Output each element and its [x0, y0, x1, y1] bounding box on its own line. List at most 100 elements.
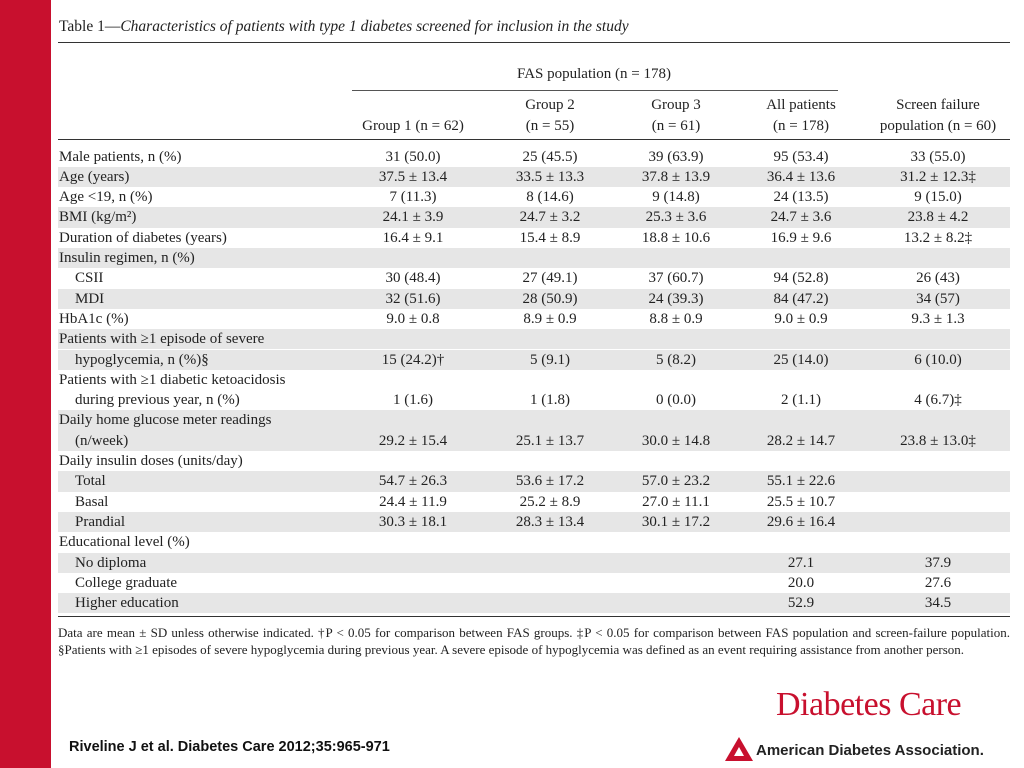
top-rule: [58, 42, 1010, 43]
cell-group1: 32 (51.6): [385, 290, 441, 307]
cell-group1: 24.4 ± 11.9: [379, 493, 447, 510]
cell-group1: 16.4 ± 9.1: [382, 229, 444, 246]
row-label: Total: [75, 473, 106, 490]
cell-group1: 9.0 ± 0.8: [386, 310, 440, 327]
row-label: Age (years): [59, 168, 130, 185]
table-footnote: Data are mean ± SD unless otherwise indi…: [58, 625, 1010, 657]
cell-group2: 25.2 ± 8.9: [519, 493, 581, 510]
cell-group2: 33.5 ± 13.3: [515, 168, 585, 185]
citation: Riveline J et al. Diabetes Care 2012;35:…: [69, 739, 390, 755]
row-label: Age <19, n (%): [59, 189, 153, 206]
cell-screen-failure: 6 (10.0): [914, 351, 962, 368]
cell-screen-failure: 27.6: [924, 574, 952, 591]
table-row: Patients with ≥1 episode of severe: [58, 329, 1010, 350]
table-row: MDI 32 (51.6) 28 (50.9) 24 (39.3) 84 (47.2) 3…: [58, 288, 1010, 309]
cell-all-patients: 16.9 ± 9.6: [770, 229, 832, 246]
cell-all-patients: 29.6 ± 16.4: [766, 513, 836, 530]
organization-name: American Diabetes Association.: [756, 742, 984, 759]
col-header-group2-line1: Group 2: [525, 97, 575, 113]
table-row: hypoglycemia, n (%)§ 15 (24.2)† 5 (9.1) 5 (…: [58, 349, 1010, 370]
table-row: Prandial 30.3 ± 18.1 28.3 ± 13.4 30.1 ± 17.…: [58, 511, 1010, 533]
row-label: during previous year, n (%): [75, 392, 240, 409]
row-label: Patients with ≥1 diabetic ketoacidosis: [59, 371, 286, 388]
row-label: No diploma: [75, 554, 147, 571]
table-row: Male patients, n (%) 31 (50.0) 25 (45.5) 39…: [58, 147, 1010, 167]
cell-screen-failure: 33 (55.0): [910, 148, 966, 165]
table-row: Educational level (%): [58, 532, 1010, 552]
cell-group2: 24.7 ± 3.2: [519, 209, 581, 226]
cell-group2: 53.6 ± 17.2: [515, 473, 585, 490]
table-title-prefix: Table 1—: [59, 18, 121, 35]
cell-group3: 8.8 ± 0.9: [649, 310, 703, 327]
table-row: Duration of diabetes (years) 16.4 ± 9.1 15…: [58, 228, 1010, 248]
table-row: College graduate 20.0 27.6: [58, 573, 1010, 593]
cell-all-patients: 2 (1.1): [781, 392, 821, 409]
col-header-sf-line1: Screen failure: [896, 97, 980, 113]
cell-screen-failure: 34.5: [924, 595, 952, 612]
fas-population-header: FAS population (n = 178): [516, 66, 671, 82]
fas-header-rule: [352, 90, 838, 91]
cell-screen-failure: 9.3 ± 1.3: [911, 310, 965, 327]
row-label: Basal: [75, 493, 109, 510]
cell-all-patients: 24 (13.5): [773, 189, 829, 206]
row-label: Daily home glucose meter readings: [59, 412, 272, 429]
cell-screen-failure: 23.8 ± 4.2: [907, 209, 969, 226]
cell-group3: 30.0 ± 14.8: [641, 432, 711, 449]
table-row: during previous year, n (%) 1 (1.6) 1 (1.8…: [58, 390, 1010, 410]
table-row: HbA1c (%) 9.0 ± 0.8 8.9 ± 0.9 8.8 ± 0.9 9.0 …: [58, 309, 1010, 329]
cell-screen-failure: 4 (6.7)‡: [914, 392, 962, 409]
table-row: Insulin regimen, n (%): [58, 248, 1010, 269]
cell-group1: 37.5 ± 13.4: [378, 168, 448, 185]
row-label: College graduate: [75, 574, 178, 591]
cell-group3: 39 (63.9): [648, 148, 704, 165]
cell-screen-failure: 9 (15.0): [914, 189, 962, 206]
table-row: Basal 24.4 ± 11.9 25.2 ± 8.9 27.0 ± 11.1 25.…: [58, 492, 1010, 512]
cell-screen-failure: 23.8 ± 13.0‡: [900, 432, 976, 449]
cell-all-patients: 55.1 ± 22.6: [766, 473, 836, 490]
cell-all-patients: 36.4 ± 13.6: [766, 168, 836, 185]
row-label: Insulin regimen, n (%): [59, 250, 195, 266]
ada-triangle-icon: [725, 737, 753, 761]
cell-group2: 28 (50.9): [522, 290, 578, 307]
cell-group2: 1 (1.8): [530, 392, 570, 409]
col-header-all-line1: All patients: [766, 97, 836, 113]
cell-group3: 37 (60.7): [648, 270, 704, 287]
cell-all-patients: 27.1: [787, 554, 815, 571]
cell-group1: 30.3 ± 18.1: [378, 513, 448, 530]
col-header-group2: Group 2 (n = 55): [486, 95, 614, 137]
cell-group3: 37.8 ± 13.9: [641, 168, 711, 185]
cell-all-patients: 94 (52.8): [773, 270, 829, 287]
cell-group1: 7 (11.3): [389, 189, 437, 206]
cell-all-patients: 95 (53.4): [773, 148, 829, 165]
table-row: Patients with ≥1 diabetic ketoacidosis: [58, 370, 1010, 390]
row-label: Male patients, n (%): [59, 148, 182, 165]
col-header-all-line2: (n = 178): [773, 118, 829, 134]
cell-group1: 29.2 ± 15.4: [378, 432, 448, 449]
col-header-all-patients: All patients (n = 178): [736, 95, 866, 137]
row-label: hypoglycemia, n (%)§: [75, 351, 209, 368]
cell-group1: 31 (50.0): [385, 148, 441, 165]
col-header-group2-line2: (n = 55): [525, 118, 575, 134]
row-label: HbA1c (%): [59, 310, 129, 327]
cell-group3: 0 (0.0): [656, 392, 696, 409]
table-row: Higher education 52.9 34.5: [58, 593, 1010, 614]
red-accent-bar: [0, 0, 51, 768]
row-label: Prandial: [75, 513, 125, 530]
cell-group3: 18.8 ± 10.6: [641, 229, 711, 246]
table-title-text: Characteristics of patients with type 1 …: [120, 18, 629, 35]
cell-all-patients: 25 (14.0): [773, 351, 829, 368]
table-row: CSII 30 (48.4) 27 (49.1) 37 (60.7) 94 (52.8)…: [58, 268, 1010, 288]
col-header-group3-line1: Group 3: [651, 97, 701, 113]
table-row: Total 54.7 ± 26.3 53.6 ± 17.2 57.0 ± 23.2 55…: [58, 471, 1010, 492]
col-header-screen-failure: Screen failure population (n = 60): [868, 95, 1008, 137]
cell-screen-failure: 13.2 ± 8.2‡: [903, 229, 973, 246]
cell-group2: 8.9 ± 0.9: [523, 310, 577, 327]
col-header-sf-line2: population (n = 60): [879, 118, 997, 134]
cell-screen-failure: 31.2 ± 12.3‡: [900, 168, 976, 185]
diabetes-care-logo: Diabetes Care: [776, 686, 962, 723]
cell-group2: 5 (9.1): [530, 351, 570, 368]
cell-screen-failure: 34 (57): [916, 290, 960, 307]
cell-group1: 1 (1.6): [393, 392, 433, 409]
cell-group3: 25.3 ± 3.6: [645, 209, 707, 226]
table-row: BMI (kg/m²) 24.1 ± 3.9 24.7 ± 3.2 25.3 ± 3.…: [58, 207, 1010, 228]
